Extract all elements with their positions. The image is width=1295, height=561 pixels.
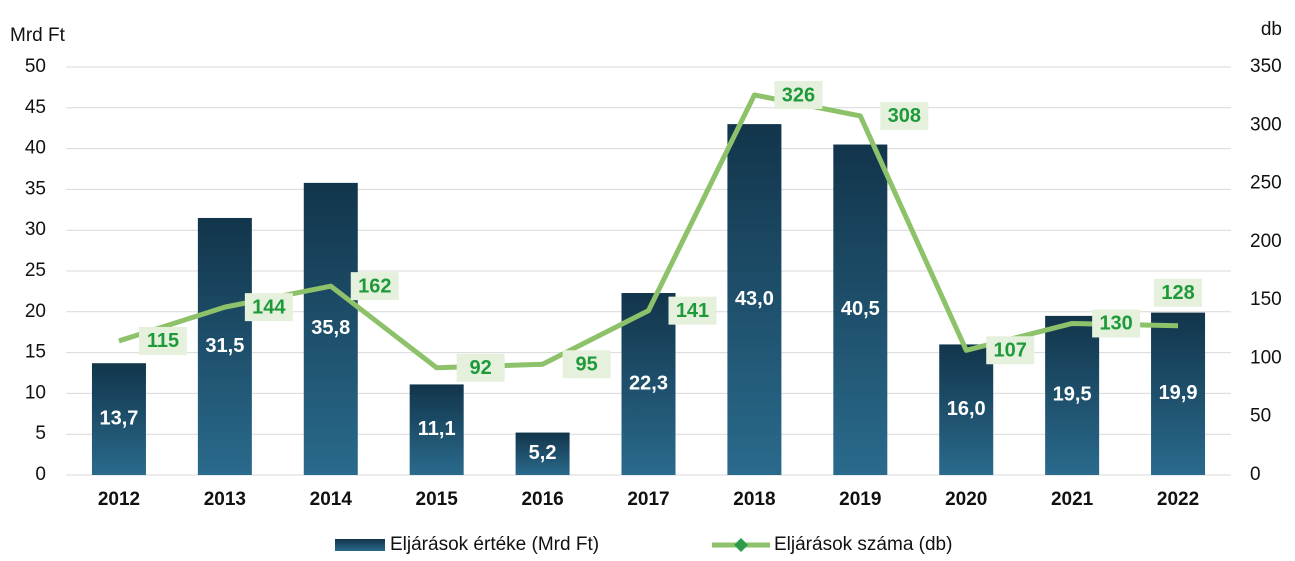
y-tick-label: 40	[25, 138, 46, 159]
bar-value-label: 13,7	[99, 407, 138, 429]
y-tick-label: 20	[25, 301, 46, 322]
legend-label: Eljárások száma (db)	[774, 534, 952, 555]
y-tick-label: 45	[25, 97, 46, 118]
y2-tick-label: 0	[1250, 464, 1261, 485]
x-tick-label: 2021	[1051, 489, 1094, 510]
line-label-box	[456, 353, 505, 382]
line-value-label: 115	[147, 330, 179, 352]
bar	[621, 293, 676, 475]
line-value-label: 144	[252, 296, 286, 318]
bar	[91, 363, 146, 475]
y-axis-label: Mrd Ft	[10, 25, 66, 46]
bar	[1045, 315, 1100, 475]
y-tick-label: 5	[35, 423, 46, 444]
x-tick-label: 2020	[945, 489, 987, 510]
y-tick-label: 25	[25, 260, 46, 281]
y2-tick-label: 50	[1250, 406, 1271, 427]
y2-axis-label: db	[1261, 19, 1282, 40]
y-tick-label: 35	[25, 178, 46, 199]
line-value-label: 162	[358, 275, 391, 297]
legend-swatch	[335, 539, 385, 551]
bar-value-label: 35,8	[311, 317, 350, 339]
y-tick-label: 0	[35, 464, 46, 485]
y2-tick-label: 300	[1250, 114, 1282, 135]
y2-tick-label: 150	[1250, 289, 1282, 310]
bar-value-label: 11,1	[418, 418, 456, 440]
x-tick-label: 2012	[98, 489, 140, 510]
line-label-box	[880, 101, 929, 130]
y2-tick-label: 200	[1250, 231, 1282, 252]
bar-value-label: 19,9	[1159, 382, 1198, 404]
bar	[197, 217, 252, 475]
x-tick-label: 2015	[416, 489, 459, 510]
bar	[1151, 312, 1206, 475]
y2-tick-label: 100	[1250, 347, 1282, 368]
x-tick-label: 2022	[1157, 489, 1199, 510]
line-label-box	[562, 350, 611, 379]
bar-value-label: 16,0	[947, 398, 986, 420]
line-value-label: 308	[888, 105, 921, 127]
line-value-label: 326	[782, 84, 815, 106]
bar	[409, 384, 464, 475]
line-label-box	[668, 296, 717, 325]
bar-value-label: 43,0	[735, 288, 774, 310]
y2-tick-label: 350	[1250, 56, 1282, 77]
bar	[727, 124, 782, 476]
line-label-box	[350, 272, 399, 301]
x-tick-label: 2019	[839, 489, 881, 510]
line-value-label: 141	[676, 300, 709, 322]
y2-tick-label: 250	[1250, 173, 1282, 194]
legend-marker	[734, 538, 748, 552]
x-tick-label: 2018	[733, 489, 775, 510]
bar	[303, 182, 358, 475]
y-tick-label: 50	[25, 56, 46, 77]
x-tick-label: 2016	[521, 489, 563, 510]
line-label-box	[986, 336, 1035, 365]
y-tick-label: 30	[25, 219, 46, 240]
bar-value-label: 31,5	[205, 335, 244, 357]
line-value-label: 130	[1099, 313, 1132, 335]
line-label-box	[1154, 278, 1203, 307]
bar	[939, 344, 994, 475]
line-label-box	[138, 326, 187, 355]
y-tick-label: 10	[25, 382, 46, 403]
bar-value-label: 22,3	[629, 372, 668, 394]
line-label-box	[244, 293, 293, 322]
legend-label: Eljárások értéke (Mrd Ft)	[390, 534, 599, 555]
line-label-box	[1092, 309, 1141, 338]
line-value-label: 92	[470, 357, 492, 379]
bar	[833, 144, 888, 475]
bar-value-label: 19,5	[1053, 384, 1092, 406]
x-tick-label: 2014	[310, 489, 353, 510]
x-tick-label: 2017	[627, 489, 669, 510]
line-value-label: 128	[1161, 282, 1194, 304]
y-tick-label: 15	[25, 342, 46, 363]
line-value-label: 107	[994, 340, 1027, 362]
x-tick-label: 2013	[204, 489, 246, 510]
line-label-box	[774, 80, 823, 109]
bar	[515, 432, 570, 475]
line-value-label: 95	[575, 354, 597, 376]
bar-value-label: 40,5	[841, 298, 880, 320]
bar-value-label: 5,2	[529, 442, 557, 464]
